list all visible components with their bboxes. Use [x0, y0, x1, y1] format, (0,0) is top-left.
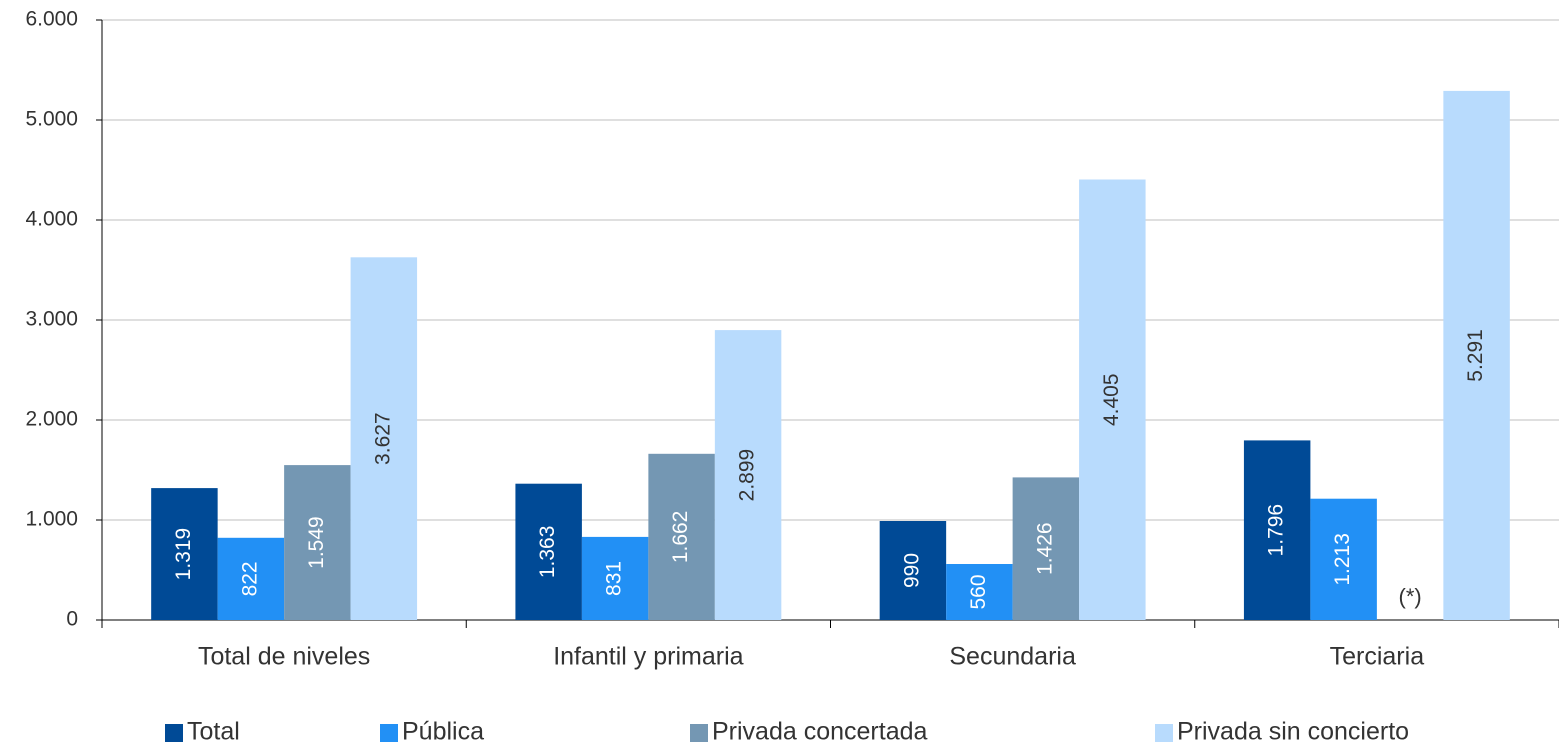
bar [581, 536, 649, 620]
bar [284, 465, 351, 620]
value-label: 822 [238, 561, 261, 596]
value-label: 831 [603, 561, 626, 596]
y-tick-label: 3.000 [25, 308, 78, 331]
x-tick-label: Infantil y primaria [553, 643, 743, 671]
bar [1310, 498, 1377, 620]
legend-label: Total [187, 718, 240, 746]
x-tick-label: Total de niveles [198, 643, 370, 671]
value-label: 990 [900, 553, 923, 588]
value-label: 1.426 [1033, 522, 1056, 575]
value-label: 1.662 [669, 511, 692, 564]
value-label: 1.363 [536, 526, 559, 579]
bar [879, 521, 947, 620]
legend-swatch [380, 724, 398, 742]
bar [217, 537, 285, 620]
y-tick-label: 1.000 [25, 508, 78, 531]
bar [151, 488, 218, 620]
legend-label: Pública [402, 718, 484, 746]
legend-swatch [690, 724, 708, 742]
value-label: 2.899 [736, 449, 759, 502]
legend-label: Privada concertada [712, 718, 928, 746]
value-label: 1.549 [305, 516, 328, 569]
value-label: 1.213 [1331, 533, 1354, 586]
y-tick-label: 0 [66, 608, 78, 631]
bar [946, 564, 1013, 620]
bar [648, 453, 715, 620]
y-tick-label: 4.000 [25, 208, 78, 231]
y-tick-label: 6.000 [25, 8, 78, 31]
annotation: (*) [1399, 584, 1422, 609]
bar [1012, 477, 1080, 620]
legend-label: Privada sin concierto [1177, 718, 1409, 746]
value-label: 4.405 [1100, 373, 1123, 426]
x-tick-label: Secundaria [949, 643, 1076, 671]
bar [714, 330, 782, 620]
bar [1079, 179, 1146, 620]
legend-swatch [165, 724, 183, 742]
value-label: 3.627 [371, 412, 394, 465]
bar [350, 257, 418, 620]
value-label: 1.319 [172, 528, 195, 581]
y-tick-label: 2.000 [25, 408, 78, 431]
legend-swatch [1155, 724, 1173, 742]
value-label: 5.291 [1464, 329, 1487, 382]
bar [1443, 90, 1510, 620]
bar [1243, 440, 1311, 620]
value-label: 1.796 [1265, 504, 1288, 557]
x-tick-label: Terciaria [1330, 643, 1425, 671]
value-label: 560 [967, 574, 990, 609]
bar [515, 483, 582, 620]
y-tick-label: 5.000 [25, 108, 78, 131]
